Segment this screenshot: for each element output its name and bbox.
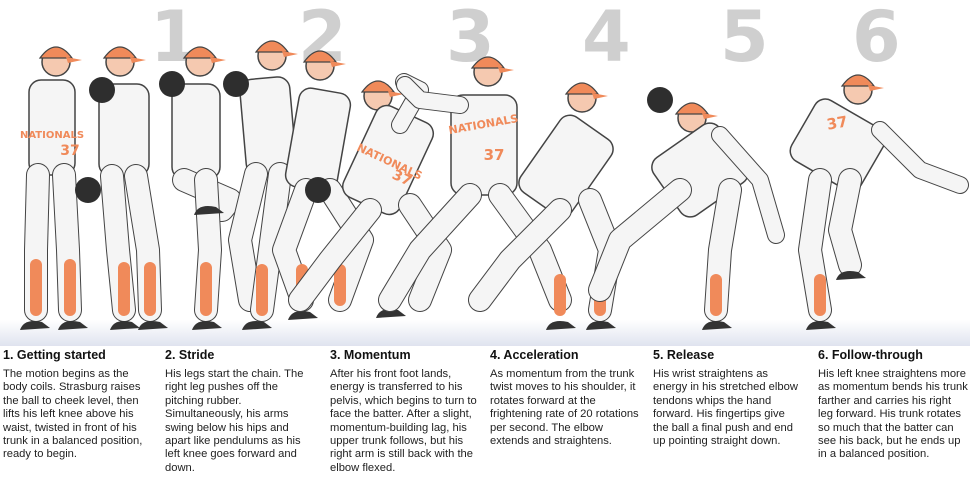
step-text: His left knee straightens more as moment… [818, 368, 968, 461]
pitcher-1c-cleat [192, 321, 222, 330]
jersey-number-text: 37 [389, 167, 413, 190]
pitcher-3-front-leg [399, 194, 451, 311]
pitcher-3b-arm [397, 77, 468, 113]
jersey-number-text: 37 [825, 112, 849, 133]
pitcher-4-head-cap [564, 82, 600, 95]
pitcher-1c-torso [171, 83, 221, 180]
pitcher-4-torso [518, 114, 614, 218]
pitcher-5-back-leg [589, 179, 691, 301]
pitcher-3-head-cap [360, 80, 396, 93]
pitcher-3b-front-leg [489, 184, 571, 311]
pitcher-1c-head-cap-bill [210, 57, 226, 63]
pitcher-1-torso [28, 79, 76, 176]
pitcher-1b-head-cap-bill [130, 57, 146, 63]
pitcher-1c-head-cap [182, 46, 218, 59]
pitcher-4-head-cap-bill [592, 93, 608, 99]
pitcher-3b-cleat [546, 321, 576, 330]
pitcher-2-head-cap [302, 50, 338, 63]
pitcher-1c-glove [159, 71, 185, 97]
pitcher-6-head-cap [840, 74, 876, 87]
step-2: 2. Stride His legs start the chain. The … [165, 348, 315, 475]
step-text: After his front foot lands, energy is tr… [330, 368, 477, 474]
pitcher-1d-head-cap [254, 40, 290, 53]
pitcher-3-back-leg [289, 199, 381, 311]
pitcher-1-head-cap-bill [66, 57, 82, 63]
step-3: 3. Momentum After his front foot lands, … [330, 348, 480, 475]
step-6: 6. Follow-through His left knee straight… [818, 348, 968, 462]
pitcher-3b-torso [450, 94, 518, 196]
pitcher-4-cleat [586, 321, 616, 330]
jersey-team-text: NATIONALS [20, 130, 84, 141]
pitcher-1d-cleat [242, 321, 272, 330]
phase-number-6: 6 [852, 0, 901, 78]
phase-number-5: 5 [720, 0, 769, 78]
step-text: The motion begins as the body coils. Str… [3, 368, 143, 461]
step-1: 1. Getting started The motion begins as … [3, 348, 153, 462]
pitcher-1b-glove [89, 77, 115, 103]
pitcher-1d-glove [223, 71, 249, 97]
pitcher-5-cleat [702, 321, 732, 330]
jersey-number-text: 37 [484, 146, 505, 164]
pitcher-2-head-cap-bill [330, 61, 346, 67]
pitcher-6-swing-leg [829, 169, 861, 276]
step-5: 5. Release His wrist straightens as ener… [653, 348, 803, 448]
phase-number-4: 4 [582, 0, 631, 78]
pitcher-1-head-cap [38, 46, 74, 59]
step-title: 2. Stride [165, 348, 215, 362]
pitcher-3b-head-cap [470, 56, 506, 69]
steps-description: 1. Getting started The motion begins as … [0, 348, 970, 490]
pitcher-5-ball-hand [647, 87, 673, 113]
pitcher-3-cleat [376, 309, 406, 318]
pitcher-6-cleat [806, 321, 836, 330]
step-4: 4. Acceleration As momentum from the tru… [490, 348, 640, 448]
pitcher-1-cleat-l [20, 321, 50, 330]
pitcher-4-back-leg [469, 199, 571, 311]
step-text: As momentum from the trunk twist moves t… [490, 368, 639, 448]
pitcher-3b-head-cap-bill [498, 67, 514, 73]
pitcher-1-cleat-r [58, 321, 88, 330]
pitcher-1d-head-cap-bill [282, 51, 298, 57]
pitcher-1b-cleat-l [110, 321, 140, 330]
pitcher-1c-cleat-lifted [194, 206, 224, 215]
pitcher-6-head-cap-bill [868, 85, 884, 91]
jersey-number-text: 37 [60, 143, 79, 159]
step-title: 4. Acceleration [490, 348, 579, 362]
pitcher-2-glove [305, 177, 331, 203]
pitcher-3-head-cap-bill [388, 91, 404, 97]
step-text: His legs start the chain. The right leg … [165, 368, 304, 474]
pitcher-1b-head-cap [102, 46, 138, 59]
pitcher-6-throwing-arm [872, 122, 968, 193]
pitcher-1b-cleat-r [138, 321, 168, 330]
pitcher-6-cleat-raised [836, 271, 866, 280]
pitcher-5-arm [712, 127, 784, 243]
pitcher-5-head-cap-bill [702, 113, 718, 119]
pitcher-3b-back-leg [379, 184, 481, 311]
pitcher-2-front-leg [319, 179, 373, 311]
step-title: 1. Getting started [3, 348, 106, 362]
pitcher-1-glove [75, 177, 101, 203]
pitcher-1d-left-leg [229, 163, 267, 311]
step-text: His wrist straightens as energy in his s… [653, 368, 798, 448]
pitching-sequence-illustration: 1 2 3 4 5 6 NATIONALS 37 NATIONALS 37 NATION… [0, 0, 970, 346]
step-title: 6. Follow-through [818, 348, 923, 362]
pitcher-2-cleat [288, 311, 318, 320]
step-title: 3. Momentum [330, 348, 411, 362]
step-title: 5. Release [653, 348, 715, 362]
pitcher-5-head-cap [674, 102, 710, 115]
